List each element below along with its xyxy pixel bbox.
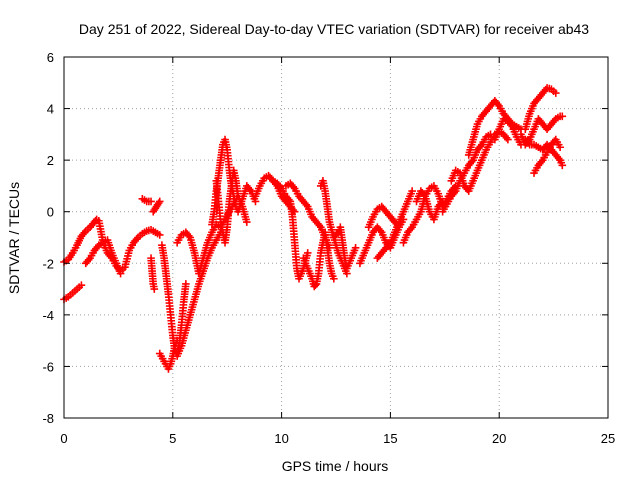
series-trace-u (373, 187, 416, 262)
x-tick-label: 10 (274, 431, 288, 446)
data-point (438, 197, 447, 206)
data-point (408, 187, 416, 195)
data-point (116, 269, 125, 278)
x-tick-label: 5 (169, 431, 176, 446)
x-tick-label: 0 (60, 431, 67, 446)
data-point (551, 89, 560, 97)
plot-frame (63, 56, 609, 419)
data-point (155, 231, 164, 239)
data-point (303, 249, 312, 257)
x-tick-label: 25 (601, 431, 615, 446)
series-trace-t (364, 202, 403, 231)
x-tick-label: 15 (383, 431, 397, 446)
y-tick-label: -4 (42, 308, 54, 323)
data-point (330, 274, 338, 283)
axis-ticks: 0 5 10 15 20 25 -8 -6 -4 -2 0 2 4 6 (42, 50, 615, 446)
data-points (60, 84, 567, 373)
data-point (351, 244, 360, 252)
series-trace-d (138, 195, 155, 206)
series-trace-i (173, 192, 242, 278)
data-point (558, 112, 567, 121)
series-trace-c (81, 236, 125, 278)
series-trace-b (60, 281, 86, 304)
data-point (558, 161, 567, 170)
grid (64, 57, 608, 418)
series-trace-ab (521, 84, 560, 133)
series-trace-w (412, 187, 447, 224)
series-trace-f (147, 254, 159, 293)
x-axis-label: GPS time / hours (282, 458, 389, 474)
series-trace-x (438, 130, 495, 216)
series-trace-h (155, 336, 181, 373)
y-axis-label: SDTVAR / TECUs (6, 182, 22, 294)
data-point (77, 281, 86, 290)
y-tick-label: -2 (42, 256, 54, 271)
data-point (182, 280, 190, 288)
data-point (242, 218, 251, 226)
y-tick-label: 6 (47, 50, 54, 65)
series-trace-l (212, 166, 251, 247)
y-tick-label: 0 (47, 205, 54, 220)
series-trace-r (330, 223, 360, 273)
series-trace-ae (530, 135, 564, 177)
data-point (556, 143, 564, 152)
series-trace-a (60, 215, 164, 275)
series-trace-ac (517, 112, 567, 149)
y-tick-label: 4 (47, 102, 54, 117)
series-trace-p (299, 228, 338, 291)
y-tick-label: 2 (47, 153, 54, 168)
series-trace-e (149, 197, 164, 216)
data-point (150, 285, 159, 293)
y-tick-label: -8 (42, 411, 54, 426)
series-trace-z (464, 97, 525, 159)
data-point (173, 336, 181, 345)
y-tick-label: -6 (42, 359, 54, 374)
data-point (504, 135, 512, 144)
chart-title: Day 251 of 2022, Sidereal Day-to-day VTE… (79, 21, 589, 37)
data-point (147, 197, 155, 206)
data-point (155, 197, 164, 206)
x-tick-label: 20 (492, 431, 506, 446)
series-trace-y (447, 127, 512, 195)
